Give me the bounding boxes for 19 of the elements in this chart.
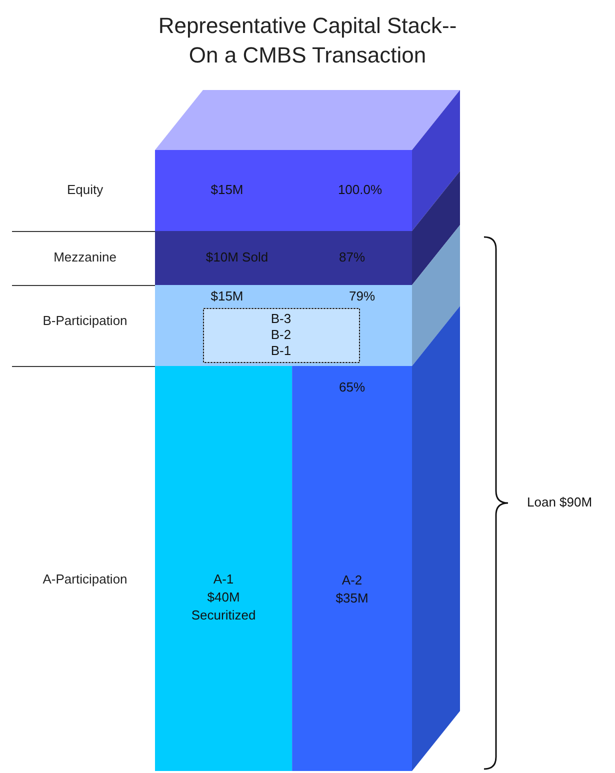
text: 87%: [338, 250, 366, 265]
text: Loan $90M: [527, 494, 592, 510]
text: Representative Capital Stack-- On a CMBS Transaction: [158, 12, 457, 68]
text: Securitized: [191, 608, 256, 623]
text: 79%: [348, 288, 376, 304]
data-label: $15M: [210, 182, 244, 198]
text: 100.0%: [338, 182, 382, 198]
data-label: $35M: [336, 590, 368, 606]
category-label: Mezzanine: [54, 250, 116, 265]
data-label: $10M Sold: [206, 250, 268, 265]
category-label: A-Participation: [42, 572, 128, 587]
category-label: Equity: [66, 182, 104, 198]
text: A-1: [213, 572, 234, 587]
text: 65%: [339, 380, 366, 395]
data-label: $40M: [207, 590, 240, 605]
category-label: B-Participation: [42, 313, 128, 328]
data-label: $15M: [210, 288, 244, 304]
text: B-3 B-2 B-1: [270, 311, 292, 358]
text: A-2: [342, 572, 362, 588]
